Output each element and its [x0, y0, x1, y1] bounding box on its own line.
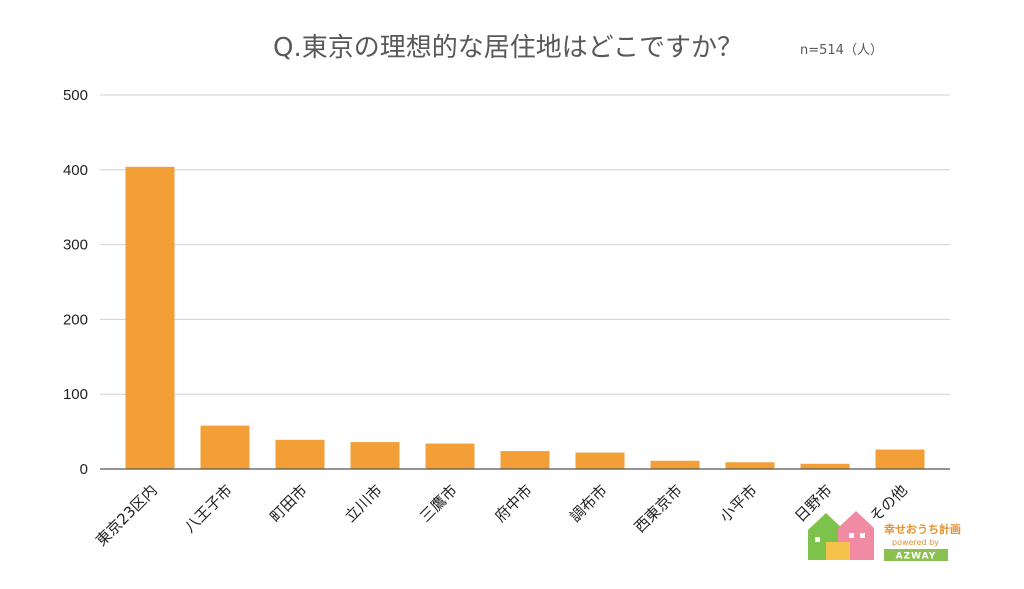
- bar: [575, 452, 625, 469]
- y-axis-ticks: 0 100 200 300 400 500: [63, 87, 88, 478]
- x-tick-label: 西東京市: [631, 481, 686, 536]
- bar: [425, 443, 475, 469]
- x-tick-label: 町田市: [266, 481, 311, 526]
- brand-logo: 幸せおうち計画 powered by AZWAY: [808, 511, 961, 562]
- sample-size-note: n=514（人）: [800, 43, 883, 58]
- bar: [350, 442, 400, 469]
- y-tick-label: 500: [63, 87, 88, 104]
- house-icon: [808, 511, 874, 560]
- gridlines: [100, 94, 950, 395]
- bar: [125, 166, 175, 470]
- x-tick-label: 小平市: [716, 481, 761, 526]
- x-tick-label: 三鷹市: [416, 481, 461, 526]
- y-tick-label: 100: [63, 386, 88, 403]
- bar: [500, 451, 550, 469]
- y-tick-label: 200: [63, 311, 88, 328]
- x-tick-label: 調布市: [566, 481, 611, 526]
- y-tick-label: 300: [63, 237, 88, 254]
- y-tick-label: 400: [63, 162, 88, 179]
- bar: [800, 463, 850, 469]
- bar: [875, 449, 925, 469]
- chart-title: Q.東京の理想的な居住地はどこですか？: [273, 33, 743, 63]
- bars: [125, 166, 925, 470]
- x-tick-label: 府中市: [491, 481, 536, 526]
- bar: [725, 462, 775, 469]
- y-tick-label: 0: [80, 461, 88, 478]
- x-tick-label: 八王子市: [181, 481, 236, 536]
- bar: [275, 439, 325, 469]
- x-axis-ticks: 東京23区内 八王子市 町田市 立川市 三鷹市 府中市 調布市 西東京市 小平市 日野市 その他: [92, 481, 911, 550]
- logo-brand: AZWAY: [896, 552, 937, 562]
- logo-powered-by: powered by: [892, 538, 939, 547]
- x-tick-label: 立川市: [341, 481, 386, 526]
- bar: [650, 460, 700, 469]
- logo-name: 幸せおうち計画: [884, 522, 961, 536]
- logo-brand-badge: [884, 549, 948, 561]
- x-tick-label: その他: [866, 481, 911, 526]
- x-tick-label: 東京23区内: [92, 481, 161, 550]
- bar: [200, 425, 250, 469]
